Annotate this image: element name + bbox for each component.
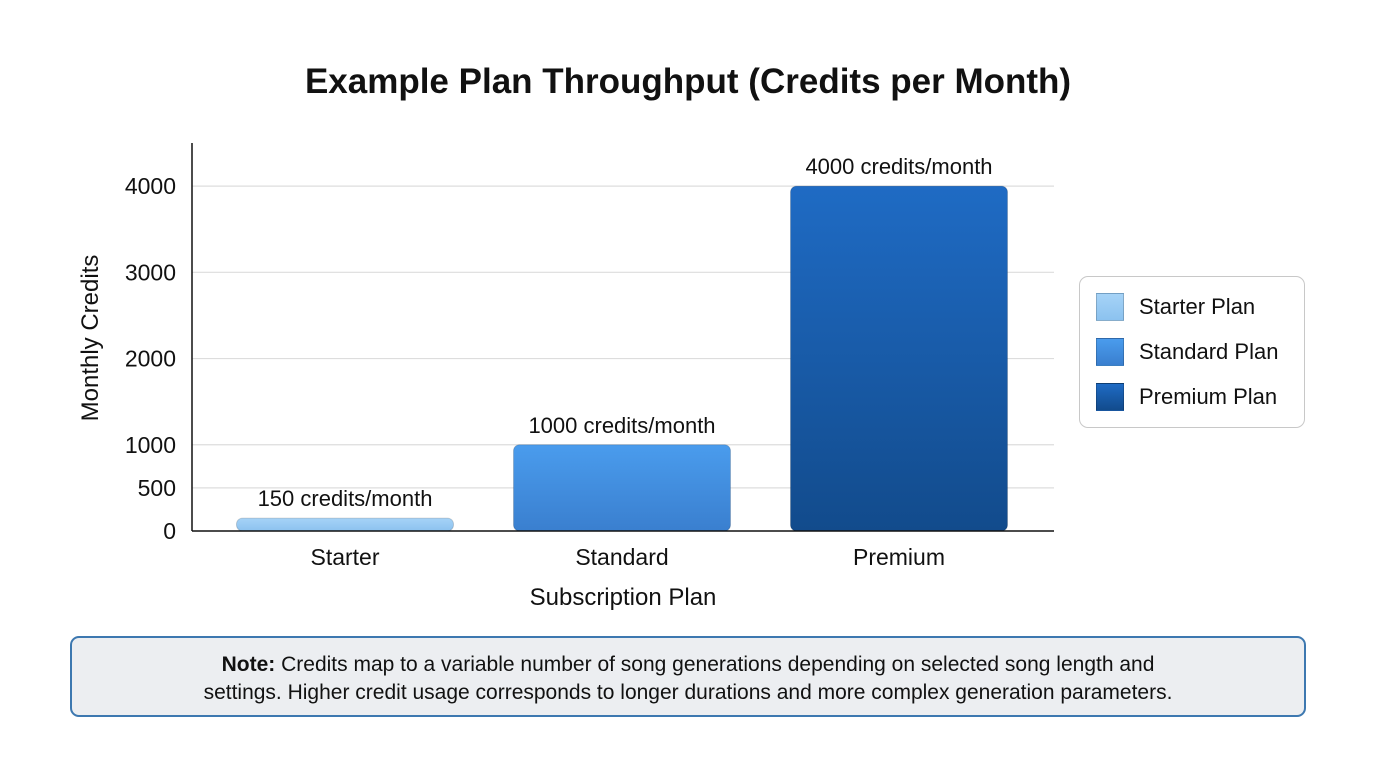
legend-swatch-premium (1096, 383, 1124, 411)
y-tick-label-3000: 3000 (125, 259, 176, 285)
data-label-premium: 4000 credits/month (805, 154, 992, 179)
chart-title: Example Plan Throughput (Credits per Mon… (304, 62, 1072, 101)
y-tick-label-2000: 2000 (125, 346, 176, 372)
data-label-starter: 150 credits/month (258, 486, 433, 511)
legend-label-premium: Premium Plan (1139, 384, 1278, 409)
y-tick-label-0: 0 (163, 518, 176, 544)
x-tick-label-premium: Premium (853, 544, 945, 570)
legend-label-standard: Standard Plan (1139, 339, 1279, 364)
note-line-1: Credits map to a variable number of song… (281, 653, 1155, 676)
legend: Starter Plan Standard Plan Premium Plan (1079, 276, 1305, 428)
bar-starter (236, 517, 454, 532)
note-label: Note: (221, 653, 276, 676)
bar-standard (513, 444, 731, 532)
bars (236, 185, 1008, 532)
y-axis-title: Monthly Credits (77, 255, 104, 422)
y-axis-ticks: 0 500 1000 2000 3000 4000 (125, 173, 176, 544)
y-tick-label-1000: 1000 (125, 432, 176, 458)
note-line-2: settings. Higher credit usage correspond… (203, 681, 1173, 704)
legend-item-standard: Standard Plan (1096, 337, 1288, 367)
legend-swatch-starter (1096, 293, 1124, 321)
x-axis-title: Subscription Plan (530, 584, 717, 611)
bar-premium (790, 185, 1008, 532)
data-labels: 150 credits/month 1000 credits/month 4000 … (258, 154, 993, 511)
legend-item-starter: Starter Plan (1096, 292, 1288, 322)
x-tick-label-starter: Starter (310, 544, 379, 570)
x-tick-label-standard: Standard (575, 544, 668, 570)
note-box: Note: Credits map to a variable number o… (70, 636, 1306, 717)
legend-item-premium: Premium Plan (1096, 382, 1288, 412)
legend-label-starter: Starter Plan (1139, 294, 1256, 319)
x-axis-ticks: Starter Standard Premium (310, 544, 945, 570)
y-tick-label-500: 500 (138, 475, 176, 501)
legend-swatch-standard (1096, 338, 1124, 366)
data-label-standard: 1000 credits/month (528, 413, 715, 438)
y-tick-label-4000: 4000 (125, 173, 176, 199)
